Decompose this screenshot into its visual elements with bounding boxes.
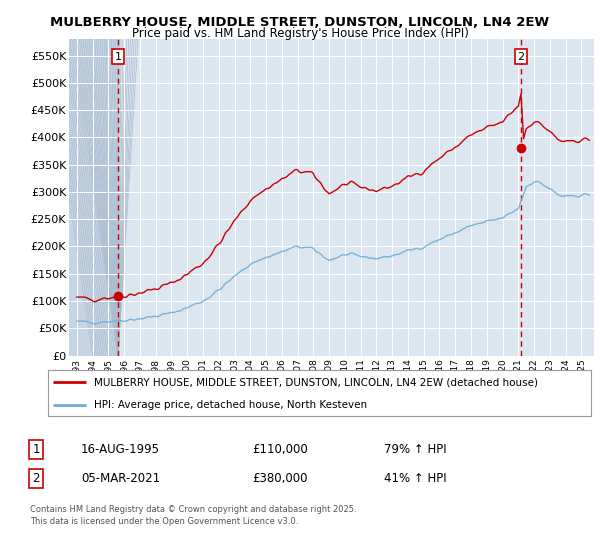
Text: 41% ↑ HPI: 41% ↑ HPI bbox=[384, 472, 446, 486]
Text: 1: 1 bbox=[32, 442, 40, 456]
Text: 1: 1 bbox=[115, 52, 122, 62]
Text: £380,000: £380,000 bbox=[252, 472, 308, 486]
Text: 16-AUG-1995: 16-AUG-1995 bbox=[81, 442, 160, 456]
Text: MULBERRY HOUSE, MIDDLE STREET, DUNSTON, LINCOLN, LN4 2EW (detached house): MULBERRY HOUSE, MIDDLE STREET, DUNSTON, … bbox=[94, 377, 538, 388]
Text: 05-MAR-2021: 05-MAR-2021 bbox=[81, 472, 160, 486]
Text: MULBERRY HOUSE, MIDDLE STREET, DUNSTON, LINCOLN, LN4 2EW: MULBERRY HOUSE, MIDDLE STREET, DUNSTON, … bbox=[50, 16, 550, 29]
Text: £110,000: £110,000 bbox=[252, 442, 308, 456]
Text: 2: 2 bbox=[32, 472, 40, 486]
Text: 79% ↑ HPI: 79% ↑ HPI bbox=[384, 442, 446, 456]
Text: Price paid vs. HM Land Registry's House Price Index (HPI): Price paid vs. HM Land Registry's House … bbox=[131, 27, 469, 40]
Text: Contains HM Land Registry data © Crown copyright and database right 2025.
This d: Contains HM Land Registry data © Crown c… bbox=[30, 505, 356, 526]
Text: 2: 2 bbox=[517, 52, 524, 62]
Bar bbox=[69, 39, 118, 356]
Text: HPI: Average price, detached house, North Kesteven: HPI: Average price, detached house, Nort… bbox=[94, 400, 367, 410]
